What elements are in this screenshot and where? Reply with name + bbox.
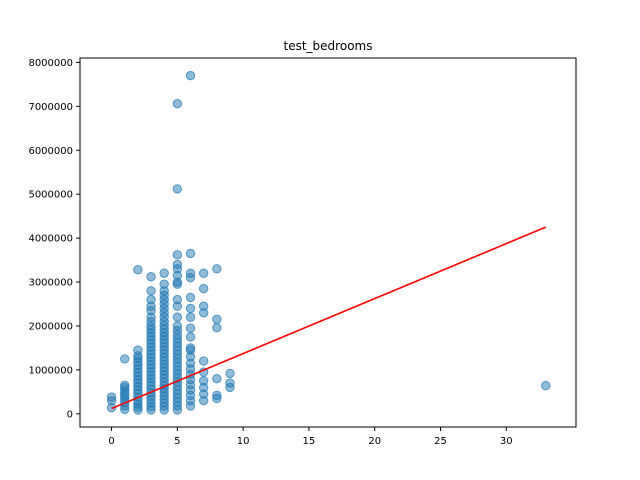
y-tick-label: 2000000	[28, 321, 73, 332]
scatter-point	[133, 345, 143, 355]
x-tick-label: 15	[303, 436, 316, 447]
x-axis: 0 5 10 15 20 25 30	[108, 427, 513, 447]
scatter-point	[172, 312, 183, 322]
x-tick-label: 5	[174, 436, 180, 447]
scatter-point	[212, 264, 222, 274]
y-tick-label: 0	[67, 409, 73, 420]
y-tick-label: 1000000	[28, 365, 73, 376]
scatter-point	[185, 332, 196, 342]
scatter-point	[185, 268, 196, 278]
scatter-point	[159, 268, 169, 278]
y-tick-label: 8000000	[28, 58, 73, 69]
scatter-point	[212, 373, 222, 384]
y-tick-label: 7000000	[28, 102, 73, 113]
y-tick-label: 4000000	[28, 234, 73, 245]
scatter-point	[198, 283, 209, 294]
scatter-point	[172, 321, 183, 331]
scatter-point	[146, 286, 156, 296]
scatter-point	[172, 259, 183, 270]
scatter-point	[185, 343, 196, 353]
scatter-point	[120, 380, 130, 390]
axes-frame	[79, 57, 577, 428]
scatter-point	[185, 248, 196, 259]
scatter-point	[172, 250, 183, 260]
scatter-point	[198, 268, 209, 278]
scatter-point	[146, 272, 156, 282]
scatter-point	[172, 184, 183, 194]
chart-title: test_bedrooms	[284, 39, 373, 53]
fit-line	[111, 226, 547, 410]
scatter-point	[225, 378, 235, 388]
scatter-point	[225, 368, 235, 379]
scatter-point	[185, 292, 196, 303]
scatter-point	[541, 381, 551, 391]
scatter-point	[106, 392, 117, 402]
scatter-point	[146, 294, 156, 305]
scatter-point	[120, 354, 130, 364]
x-tick-label: 30	[500, 436, 513, 447]
scatter-point	[198, 376, 209, 386]
scatter-point	[172, 98, 183, 109]
scatter-point	[212, 390, 222, 401]
y-tick-label: 5000000	[28, 190, 73, 201]
scatter-point	[198, 356, 209, 366]
scatter-point	[185, 303, 196, 314]
x-tick-label: 0	[108, 436, 114, 447]
x-tick-label: 10	[237, 436, 250, 447]
scatter-point	[198, 301, 209, 311]
scatter-point	[133, 265, 143, 275]
x-tick-label: 20	[368, 436, 381, 447]
plot-area	[79, 57, 577, 428]
scatter-point	[159, 279, 169, 289]
scatter-point	[212, 323, 222, 333]
y-tick-label: 6000000	[28, 146, 73, 157]
scatter-point	[185, 312, 196, 322]
x-tick-label: 25	[434, 436, 447, 447]
scatter-point	[185, 70, 196, 81]
scatter-point	[172, 294, 183, 305]
y-axis: 0 1000000 2000000 3000000 4000000 5000000 6000…	[28, 58, 80, 420]
scatter-point	[212, 314, 222, 325]
scatter-point	[185, 323, 196, 333]
y-tick-label: 3000000	[28, 278, 73, 289]
